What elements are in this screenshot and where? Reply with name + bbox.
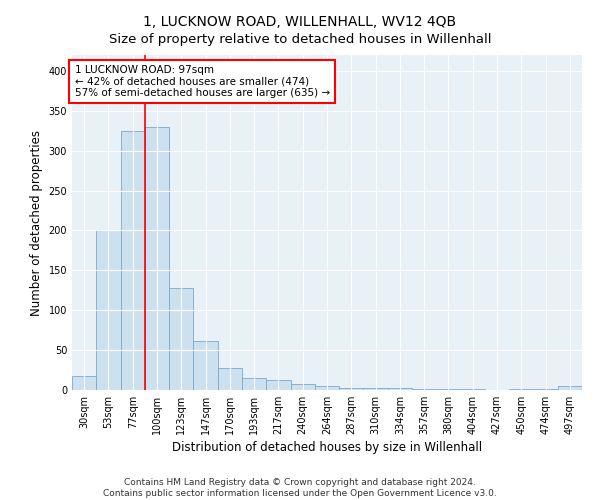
Bar: [72, 376, 96, 390]
Text: 1, LUCKNOW ROAD, WILLENHALL, WV12 4QB: 1, LUCKNOW ROAD, WILLENHALL, WV12 4QB: [143, 15, 457, 29]
Bar: [169, 288, 193, 390]
Bar: [364, 388, 388, 390]
Bar: [290, 384, 315, 390]
Bar: [509, 389, 533, 390]
Bar: [436, 389, 461, 390]
Text: Size of property relative to detached houses in Willenhall: Size of property relative to detached ho…: [109, 32, 491, 46]
Bar: [218, 368, 242, 390]
Bar: [315, 386, 339, 390]
X-axis label: Distribution of detached houses by size in Willenhall: Distribution of detached houses by size …: [172, 441, 482, 454]
Bar: [533, 389, 558, 390]
Bar: [96, 230, 121, 390]
Text: Contains HM Land Registry data © Crown copyright and database right 2024.
Contai: Contains HM Land Registry data © Crown c…: [103, 478, 497, 498]
Bar: [193, 340, 218, 390]
Bar: [242, 378, 266, 390]
Text: 1 LUCKNOW ROAD: 97sqm
← 42% of detached houses are smaller (474)
57% of semi-det: 1 LUCKNOW ROAD: 97sqm ← 42% of detached …: [74, 65, 329, 98]
Bar: [461, 389, 485, 390]
Bar: [266, 380, 290, 390]
Bar: [339, 388, 364, 390]
Bar: [558, 386, 582, 390]
Y-axis label: Number of detached properties: Number of detached properties: [30, 130, 43, 316]
Bar: [145, 127, 169, 390]
Bar: [388, 388, 412, 390]
Bar: [412, 389, 436, 390]
Bar: [121, 131, 145, 390]
